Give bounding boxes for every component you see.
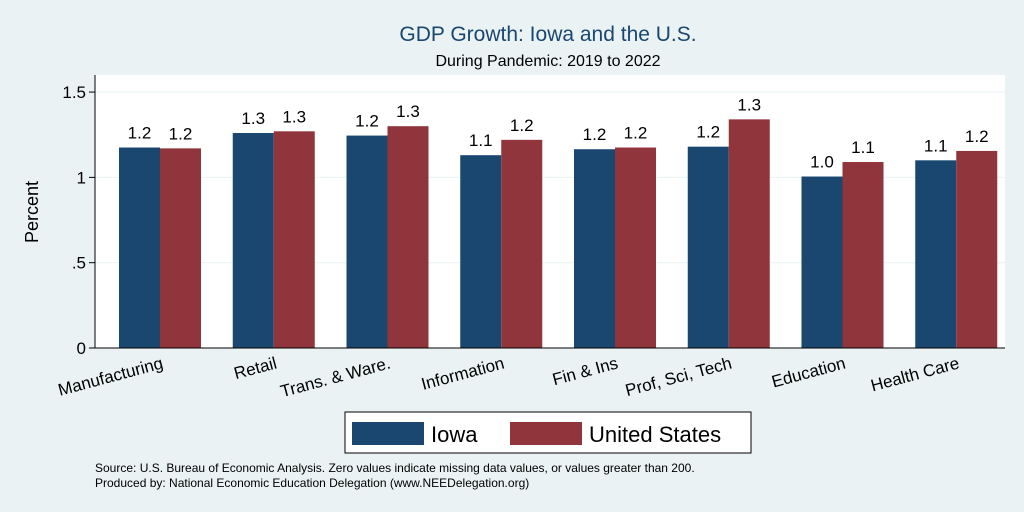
bar-iowa [687,146,729,348]
data-label-iowa: 1.2 [583,125,607,144]
category-label: Health Care [869,354,962,396]
category-label: Prof, Sci, Tech [623,354,733,401]
data-label-united-states: 1.3 [737,95,761,114]
legend-label-us: United States [589,422,721,447]
bar-iowa [346,135,388,348]
legend-label-iowa: Iowa [431,422,478,447]
y-tick-label: 0 [77,339,86,358]
category-label: Education [770,354,848,392]
category-label: Trans. & Ware. [278,354,392,402]
data-label-iowa: 1.2 [355,112,379,131]
chart-subtitle: During Pandemic: 2019 to 2022 [435,53,660,70]
category-label: Fin & Ins [550,354,620,390]
bar-united-states [956,150,998,348]
bar-united-states [842,162,884,348]
y-axis-label: Percent [22,181,42,243]
data-label-united-states: 1.2 [510,116,534,135]
produced-by-note: Produced by: National Economic Education… [95,476,529,490]
data-label-iowa: 1.3 [241,109,265,128]
data-label-iowa: 1.0 [810,153,834,172]
bar-united-states [387,126,429,348]
data-label-united-states: 1.1 [851,138,875,157]
y-tick-label: 1 [77,168,86,187]
data-label-iowa: 1.1 [469,131,493,150]
bar-united-states [501,139,543,348]
bar-united-states [728,119,770,348]
category-label: Information [419,354,506,394]
legend: Iowa United States [344,411,752,454]
data-label-united-states: 1.3 [282,107,306,126]
y-tick-label: .5 [72,254,86,273]
bar-iowa [119,147,160,348]
bar-iowa [915,160,957,348]
data-label-iowa: 1.2 [696,123,720,142]
y-tick-label: 1.5 [62,83,86,102]
category-label: Retail [232,354,279,384]
bar-iowa [232,133,274,348]
category-label: Manufacturing [56,354,165,400]
bar-iowa [574,149,615,348]
bar-united-states [615,147,656,348]
chart-title: GDP Growth: Iowa and the U.S. [399,23,696,46]
data-label-united-states: 1.2 [169,124,193,143]
bar-united-states [273,131,315,348]
legend-swatch-iowa [352,422,424,445]
source-note: Source: U.S. Bureau of Economic Analysis… [95,461,695,475]
data-label-united-states: 1.2 [965,127,989,146]
bar-iowa [460,155,502,348]
data-label-iowa: 1.1 [924,136,948,155]
data-label-iowa: 1.2 [128,124,152,143]
bar-iowa [801,176,843,348]
legend-swatch-us [510,422,582,445]
bar-united-states [160,148,201,348]
data-label-united-states: 1.2 [624,124,648,143]
data-label-united-states: 1.3 [396,102,420,121]
